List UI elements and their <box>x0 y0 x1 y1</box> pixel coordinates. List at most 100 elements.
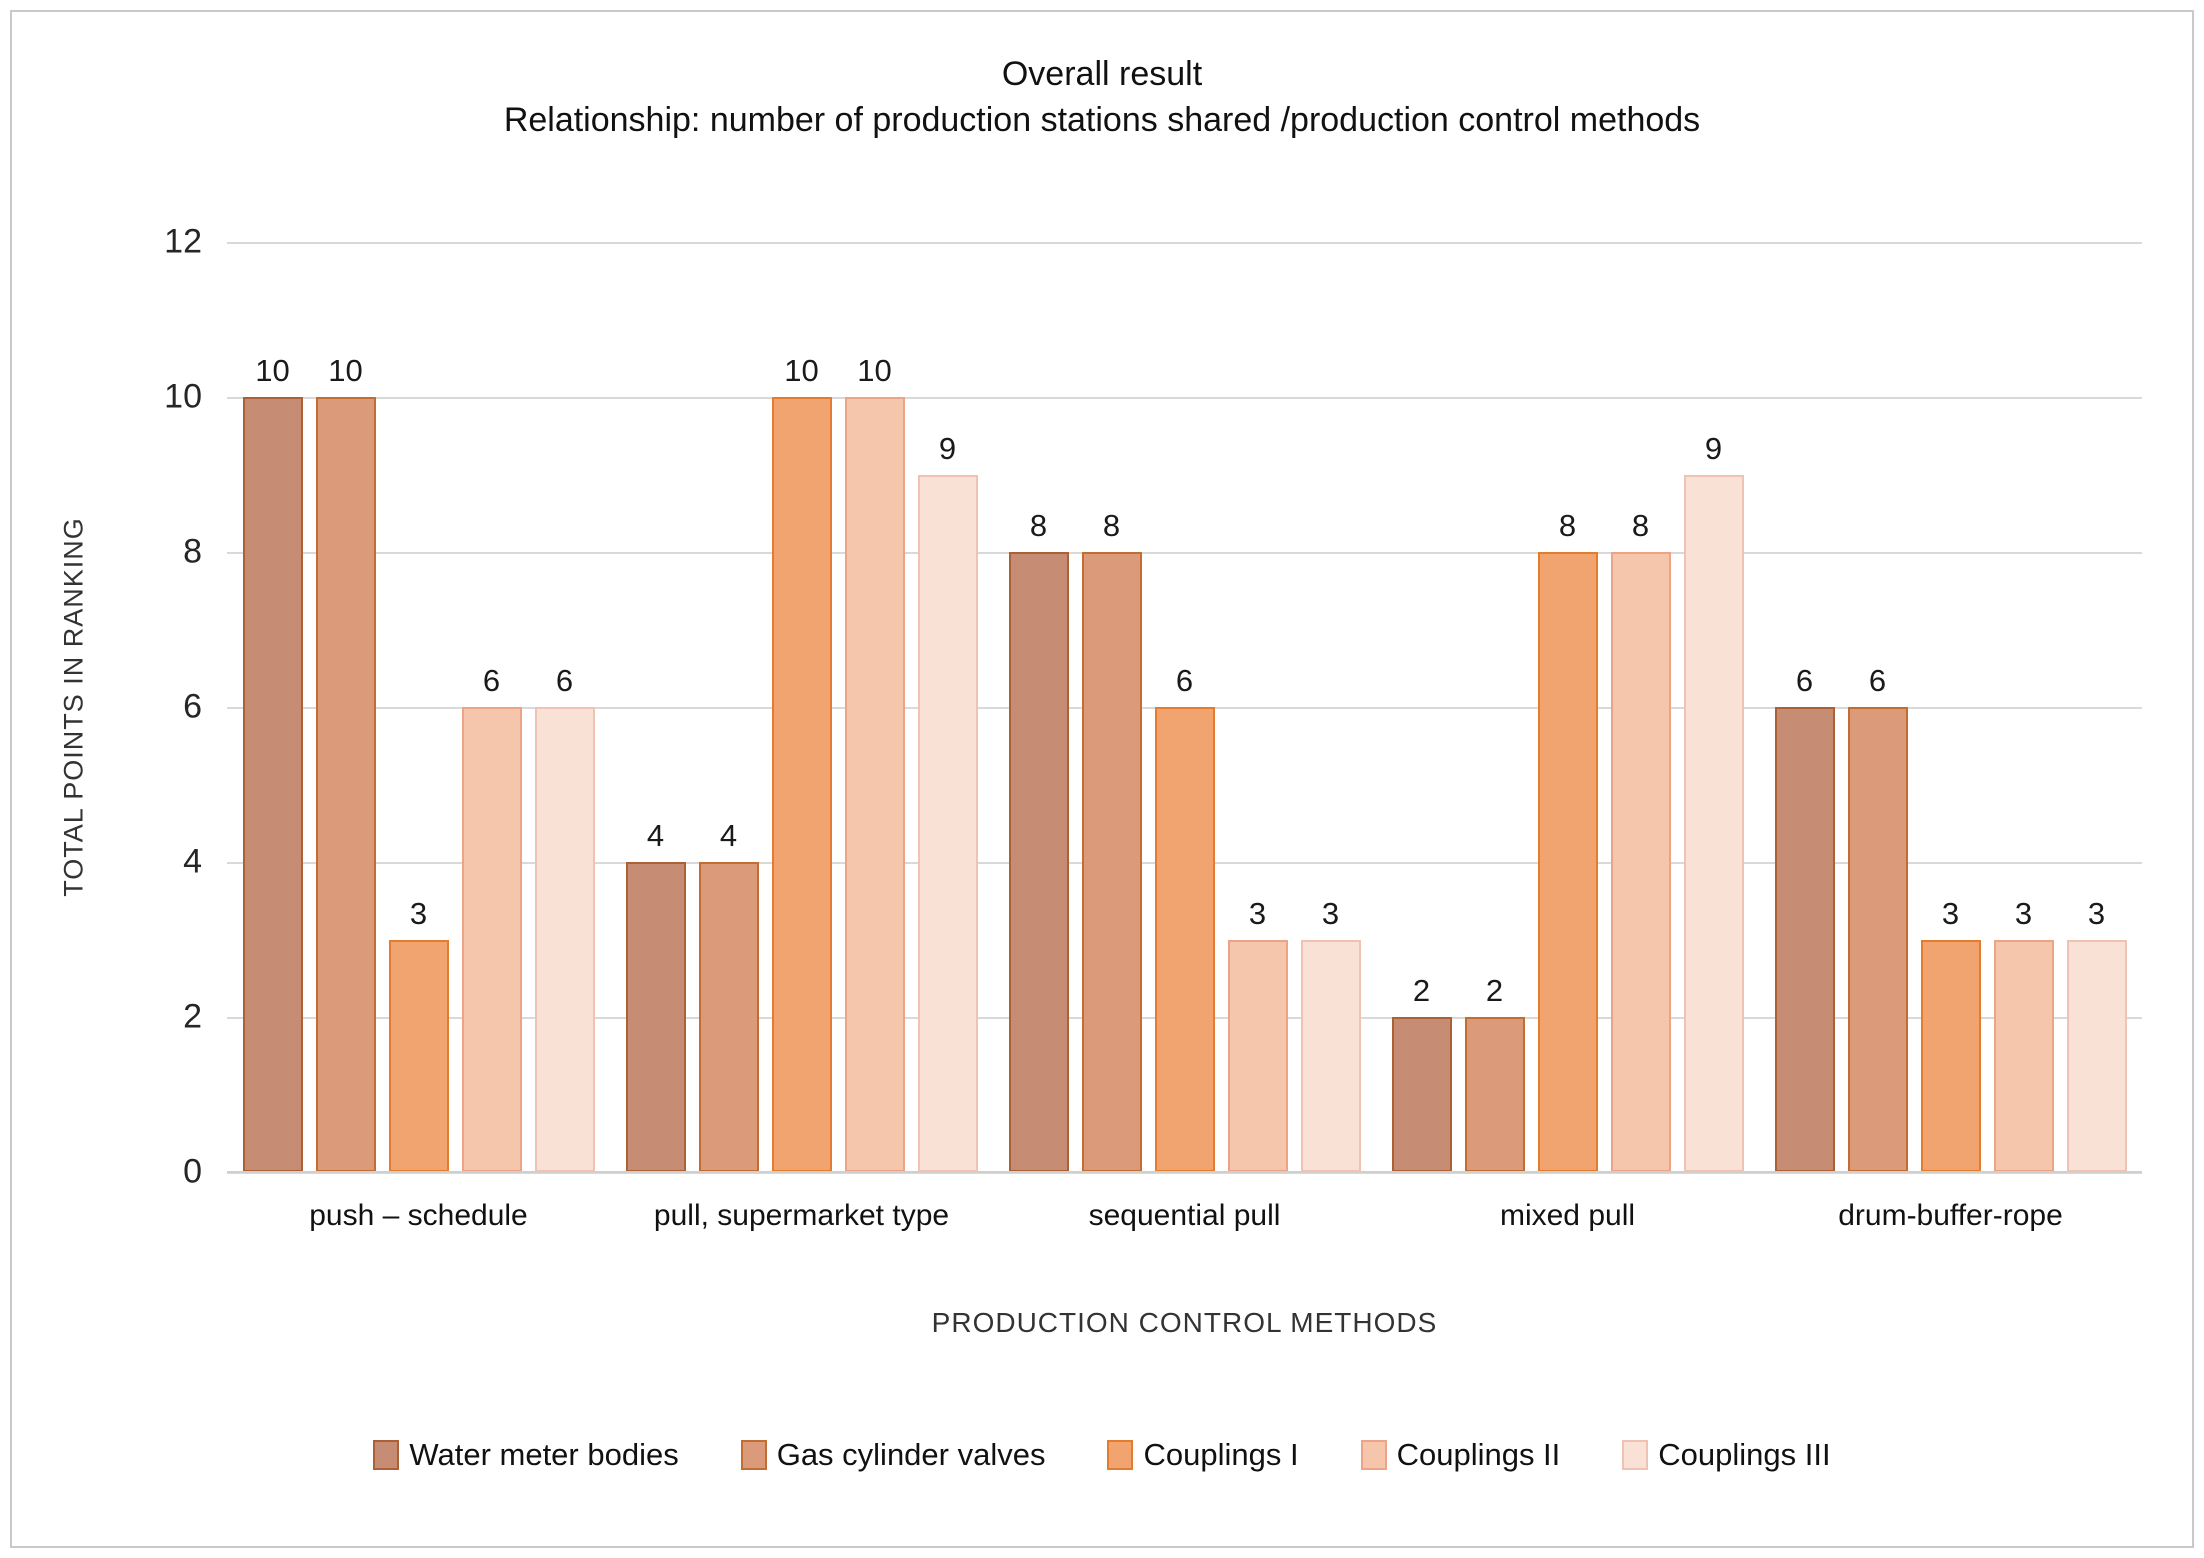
bar-column: 3 <box>2066 895 2127 1172</box>
legend: Water meter bodies Gas cylinder valves Cou… <box>12 1437 2192 1473</box>
plot-area: 10 10 3 6 6 4 4 10 10 9 8 8 6 3 3 2 2 8 8 9 6 6 3 3 3 <box>227 242 2142 1174</box>
bar-column: 8 <box>1537 508 1598 1172</box>
y-tick-label: 12 <box>164 222 202 261</box>
bar-column: 9 <box>917 430 978 1172</box>
x-category-label: push – schedule <box>227 1197 610 1235</box>
bar-group: 6 6 3 3 3 <box>1759 242 2142 1172</box>
y-tick-label: 10 <box>164 377 202 416</box>
bar-column: 4 <box>698 818 759 1172</box>
chart-frame: Overall result Relationship: number of p… <box>10 10 2194 1548</box>
bar-value-label: 3 <box>409 895 428 931</box>
bar <box>388 939 449 1172</box>
bar <box>1154 707 1215 1172</box>
bar-column: 10 <box>771 353 832 1172</box>
bar-value-label: 2 <box>1485 973 1504 1008</box>
legend-swatch-icon <box>373 1440 400 1470</box>
bar-value-label: 3 <box>1321 895 1340 931</box>
bar-value-label: 6 <box>1795 663 1814 698</box>
x-category-label-text: pull, supermarket type <box>653 1199 950 1232</box>
bar-column: 8 <box>1008 508 1069 1172</box>
bar <box>1993 939 2054 1172</box>
bar-column: 10 <box>315 353 376 1172</box>
x-category-label-text: sequential pull <box>1088 1199 1281 1232</box>
bar <box>917 474 978 1172</box>
bar-value-label: 8 <box>1558 508 1577 543</box>
bar-column: 3 <box>1993 895 2054 1172</box>
bar-value-label: 10 <box>328 353 363 388</box>
bar-groups-layer: 10 10 3 6 6 4 4 10 10 9 8 8 6 3 3 2 2 8 8 9 6 6 3 3 3 <box>227 242 2142 1172</box>
bar <box>461 707 522 1172</box>
bar <box>242 397 303 1172</box>
bar-value-label: 3 <box>2087 895 2106 931</box>
gridline <box>227 552 2142 554</box>
legend-swatch-icon <box>1360 1440 1387 1470</box>
legend-swatch-icon <box>1622 1440 1649 1470</box>
x-category-label: mixed pull <box>1376 1197 1759 1235</box>
bar-value-label: 4 <box>646 818 665 853</box>
bar-value-label: 8 <box>1102 508 1121 543</box>
bar-column: 4 <box>625 818 686 1172</box>
bar-value-label: 6 <box>1868 663 1887 698</box>
bar-column: 3 <box>1300 895 1361 1172</box>
x-axis-title: PRODUCTION CONTROL METHODS <box>931 1307 1438 1338</box>
bar-value-label: 4 <box>719 818 738 853</box>
bar-group: 4 4 10 10 9 <box>610 242 993 1172</box>
legend-label: Water meter bodies <box>409 1437 679 1472</box>
x-axis-line <box>227 1171 2142 1173</box>
bar <box>1008 552 1069 1172</box>
bar <box>1227 939 1288 1172</box>
bar-value-label: 6 <box>1175 663 1194 698</box>
y-tick-label: 0 <box>183 1152 202 1191</box>
bar-column: 10 <box>844 353 905 1172</box>
gridline <box>227 1172 2142 1174</box>
bar <box>2066 939 2127 1172</box>
x-category-label-text: drum-buffer-rope <box>1838 1199 2063 1232</box>
bar <box>1537 552 1598 1172</box>
bar <box>625 862 686 1172</box>
legend-item: Water meter bodies <box>373 1437 679 1473</box>
bar <box>1610 552 1671 1172</box>
bar-column: 3 <box>388 895 449 1172</box>
bar-column: 6 <box>461 663 522 1172</box>
bar-column: 6 <box>534 663 595 1172</box>
bar-group: 2 2 8 8 9 <box>1376 242 1759 1172</box>
bar <box>1081 552 1142 1172</box>
bar-column: 10 <box>242 353 303 1172</box>
bar <box>698 862 759 1172</box>
legend-swatch-icon <box>740 1440 767 1470</box>
legend-item: Couplings I <box>1107 1437 1299 1473</box>
bar-column: 3 <box>1920 896 1981 1172</box>
bar <box>1391 1017 1452 1172</box>
bar-group: 8 8 6 3 3 <box>993 242 1376 1172</box>
bar-column: 6 <box>1847 663 1908 1172</box>
chart-title-block: Overall result Relationship: number of p… <box>12 52 2192 144</box>
bar <box>844 397 905 1172</box>
x-category-label-text: mixed pull <box>1499 1199 1636 1232</box>
chart-title: Overall result <box>1001 55 1203 93</box>
legend-label: Couplings I <box>1143 1437 1299 1472</box>
bar-column: 3 <box>1227 895 1288 1172</box>
bar <box>1300 939 1361 1172</box>
y-tick-label: 4 <box>183 842 202 881</box>
bar-value-label: 10 <box>857 353 892 388</box>
bar <box>771 397 832 1172</box>
bar-value-label: 10 <box>255 353 290 388</box>
y-tick-label: 8 <box>183 532 202 571</box>
bar-column: 2 <box>1391 973 1452 1172</box>
bar-value-label: 6 <box>555 663 574 698</box>
bar-value-label: 9 <box>938 430 957 466</box>
y-axis-title: TOTAL POINTS IN RANKING <box>58 517 89 897</box>
y-tick-label: 2 <box>183 997 202 1036</box>
bar-column: 8 <box>1610 508 1671 1172</box>
legend-item: Couplings II <box>1360 1437 1560 1473</box>
bar-value-label: 8 <box>1631 508 1650 543</box>
bar-column: 8 <box>1081 508 1142 1172</box>
bar-value-label: 3 <box>1248 895 1267 931</box>
bar <box>315 397 376 1172</box>
x-category-label: sequential pull <box>993 1197 1376 1235</box>
bar-value-label: 3 <box>2014 895 2033 931</box>
legend-label: Gas cylinder valves <box>776 1437 1046 1472</box>
bar-column: 6 <box>1154 663 1215 1172</box>
bar-value-label: 6 <box>482 663 501 698</box>
y-tick-label: 6 <box>183 687 202 726</box>
